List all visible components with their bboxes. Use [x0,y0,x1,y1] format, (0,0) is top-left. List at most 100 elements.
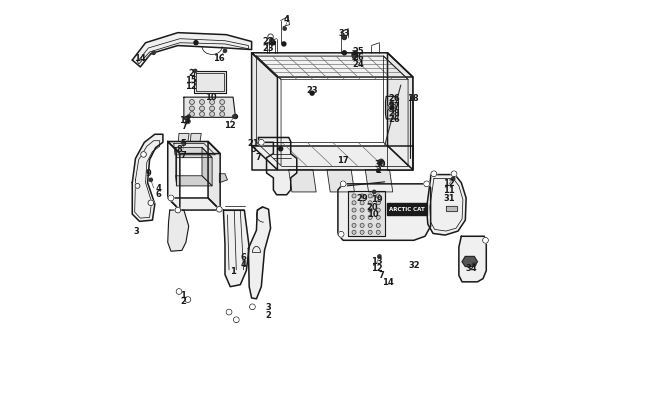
Polygon shape [462,257,477,267]
Circle shape [352,201,356,205]
Circle shape [376,194,380,198]
Text: 7: 7 [379,271,385,279]
Circle shape [368,231,372,234]
Circle shape [194,42,198,46]
Circle shape [235,318,238,322]
Circle shape [376,231,380,234]
Circle shape [352,53,358,58]
Circle shape [452,173,456,176]
Text: 23: 23 [263,45,274,53]
Circle shape [390,107,394,111]
Circle shape [378,160,384,166]
Text: 28: 28 [389,108,400,117]
Circle shape [376,224,380,228]
Circle shape [360,224,364,228]
Circle shape [141,152,146,158]
Polygon shape [202,148,212,186]
Circle shape [368,216,372,220]
Polygon shape [252,146,413,171]
Circle shape [360,194,364,198]
Text: 8: 8 [177,145,183,153]
Circle shape [380,160,383,163]
Polygon shape [168,142,220,154]
Text: 10: 10 [205,93,217,102]
Circle shape [216,207,222,213]
Circle shape [368,224,372,228]
Circle shape [148,200,153,206]
Circle shape [176,289,182,294]
Circle shape [271,42,276,46]
Polygon shape [327,171,354,192]
Circle shape [220,113,225,117]
Circle shape [376,209,380,213]
Circle shape [390,102,393,106]
Circle shape [338,232,344,237]
Text: 12: 12 [370,263,382,272]
Circle shape [343,37,346,40]
Circle shape [185,117,187,120]
Polygon shape [338,184,431,241]
Text: 2: 2 [266,310,272,319]
Polygon shape [248,207,270,299]
Polygon shape [426,175,466,235]
Polygon shape [252,54,278,171]
Circle shape [341,183,344,186]
Text: 3: 3 [133,226,139,235]
Polygon shape [132,135,163,222]
Circle shape [185,119,190,124]
Circle shape [376,216,380,220]
Polygon shape [194,72,226,94]
Polygon shape [132,34,252,68]
Polygon shape [224,211,249,287]
Text: 12: 12 [224,120,236,129]
Circle shape [200,100,205,105]
Text: 22: 22 [263,37,274,46]
Circle shape [233,317,239,323]
Circle shape [260,141,263,145]
Polygon shape [178,134,189,142]
Circle shape [168,196,174,201]
Circle shape [220,107,225,112]
Circle shape [269,36,272,39]
Circle shape [352,56,356,59]
Text: 31: 31 [443,193,455,202]
Circle shape [259,140,264,146]
Circle shape [170,197,173,200]
Text: 33: 33 [339,29,350,38]
Polygon shape [168,142,180,211]
Circle shape [376,201,380,205]
Polygon shape [459,237,486,282]
Polygon shape [219,174,227,183]
Text: 30: 30 [375,160,386,169]
Circle shape [210,107,215,112]
Polygon shape [252,54,413,78]
Circle shape [135,184,140,189]
Circle shape [187,115,190,119]
Text: 5: 5 [250,145,256,153]
Circle shape [279,147,283,151]
Text: 16: 16 [213,54,226,63]
Polygon shape [387,203,426,215]
Circle shape [339,233,343,236]
Text: 19: 19 [370,195,382,204]
Circle shape [378,255,381,258]
Circle shape [352,224,356,228]
Text: 12: 12 [443,179,455,188]
Text: 29: 29 [356,194,368,203]
Circle shape [194,70,197,73]
Circle shape [150,179,152,182]
Text: 6: 6 [156,190,162,199]
Circle shape [360,201,364,205]
Circle shape [352,231,356,234]
Circle shape [424,181,430,187]
Polygon shape [176,176,212,186]
Polygon shape [208,142,220,211]
Text: 32: 32 [409,260,421,269]
Polygon shape [259,138,297,195]
Text: 26: 26 [352,53,364,62]
Text: 10: 10 [367,209,378,218]
Circle shape [200,113,205,117]
Circle shape [483,238,488,243]
Text: 2: 2 [188,69,194,78]
Circle shape [368,194,372,198]
